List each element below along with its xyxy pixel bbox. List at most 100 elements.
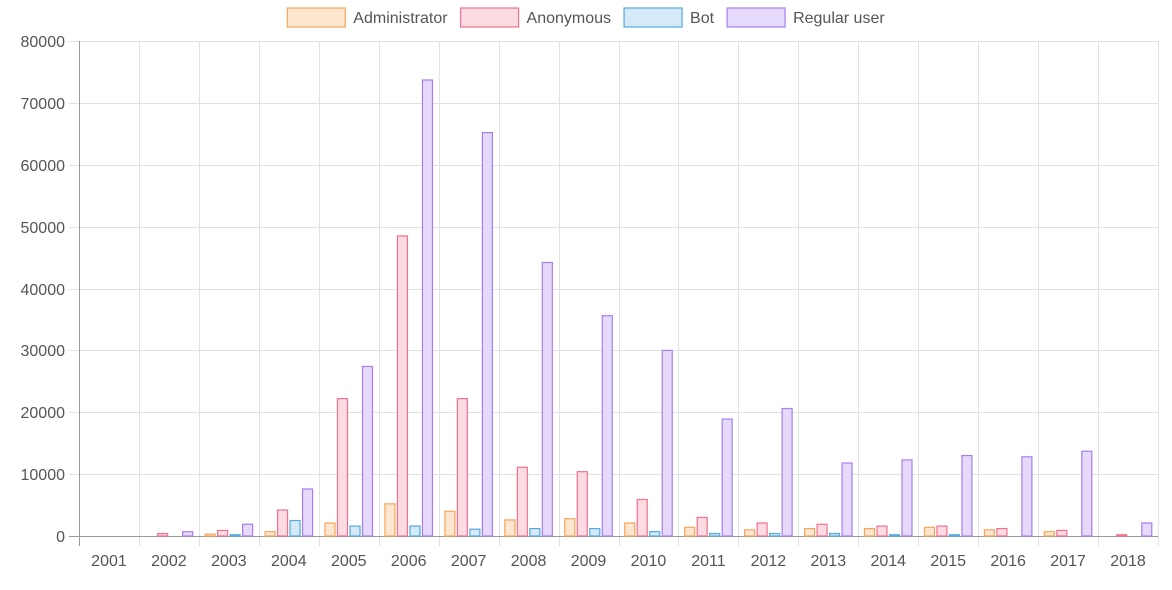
legend-item-regular-user[interactable]: Regular user [726,7,885,28]
legend-swatch [623,7,683,28]
bar-anonymous-2003[interactable] [217,529,229,537]
legend-item-anonymous[interactable]: Anonymous [459,7,612,28]
bar-regular-user-2014[interactable] [901,459,913,537]
bar-anonymous-2013[interactable] [816,523,828,537]
bar-anonymous-2005[interactable] [336,398,349,537]
x-axis-tick-labels: 2001 2002 2003 2004 2005 2006 2007 2008 2009 2010… [91,553,1146,570]
bar-regular-user-2005[interactable] [361,365,374,537]
bar-regular-user-2002[interactable] [182,531,194,537]
y-tick-label: 60000 [21,158,66,175]
x-tick-label: 2008 [511,553,547,570]
bar-regular-user-2007[interactable] [481,131,493,537]
bar-anonymous-2017[interactable] [1056,529,1068,537]
bar-bot-2011[interactable] [709,532,721,537]
bar-administrator-2012[interactable] [744,529,756,537]
bar-regular-user-2006[interactable] [421,79,434,537]
legend-label: Administrator [353,10,448,27]
bar-regular-user-2012[interactable] [781,407,793,537]
y-tick-label: 80000 [21,34,66,51]
bar-administrator-2003[interactable] [204,533,216,537]
legend-swatch [459,7,520,28]
legend-swatch [286,7,346,28]
bar-anonymous-2004[interactable] [276,509,289,537]
bar-bot-2004[interactable] [289,519,301,537]
legend-item-administrator[interactable]: Administrator [286,7,448,28]
legend-swatch [726,7,786,28]
bar-administrator-2009[interactable] [564,518,576,537]
bar-administrator-2010[interactable] [624,522,636,537]
bar-administrator-2004[interactable] [264,531,276,537]
bar-anonymous-2006[interactable] [396,235,409,537]
bar-anonymous-2009[interactable] [576,471,588,537]
bar-regular-user-2004[interactable] [301,488,314,537]
x-tick-label: 2012 [751,553,787,570]
bars [157,79,1153,537]
y-axis-tick-labels: 0 10000 20000 30000 40000 50000 60000 70000 8000… [21,34,66,546]
bar-regular-user-2017[interactable] [1081,450,1093,537]
bar-bot-2015[interactable] [948,534,961,537]
x-tick-label: 2006 [391,553,427,570]
bar-administrator-2017[interactable] [1043,531,1055,537]
bar-bot-2012[interactable] [769,532,781,537]
x-tick-label: 2001 [91,553,127,570]
bar-anonymous-2014[interactable] [876,525,888,537]
x-tick-label: 2009 [571,553,607,570]
grid-lines [69,41,1159,546]
bar-anonymous-2015[interactable] [936,525,948,537]
bar-anonymous-2002[interactable] [157,532,169,537]
bar-bot-2013[interactable] [828,532,841,537]
bar-anonymous-2007[interactable] [456,398,468,537]
bar-regular-user-2009[interactable] [601,315,613,537]
bar-bot-2014[interactable] [888,534,901,537]
y-tick-label: 0 [56,529,65,546]
x-tick-label: 2011 [691,553,726,570]
legend-label: Regular user [793,10,885,27]
bar-anonymous-2016[interactable] [996,527,1008,537]
bar-anonymous-2018[interactable] [1116,534,1128,537]
bar-anonymous-2008[interactable] [516,466,528,537]
legend-label: Bot [690,10,715,27]
bar-bot-2010[interactable] [649,531,661,537]
bar-regular-user-2016[interactable] [1021,456,1033,537]
bar-regular-user-2018[interactable] [1141,522,1153,537]
bar-administrator-2011[interactable] [684,526,696,537]
x-tick-label: 2002 [151,553,187,570]
x-tick-label: 2013 [811,553,847,570]
bar-anonymous-2011[interactable] [696,516,708,537]
bar-bot-2005[interactable] [349,525,361,537]
bar-regular-user-2013[interactable] [841,462,853,537]
x-tick-label: 2007 [451,553,487,570]
bar-bot-2009[interactable] [589,527,601,537]
x-tick-label: 2016 [990,553,1026,570]
x-tick-label: 2014 [870,553,906,570]
bar-administrator-2016[interactable] [983,529,995,537]
bar-regular-user-2003[interactable] [242,523,254,537]
bar-administrator-2005[interactable] [324,522,336,537]
legend-item-bot[interactable]: Bot [623,7,715,28]
bar-administrator-2007[interactable] [444,510,456,537]
bar-bot-2003[interactable] [229,534,241,537]
bar-bot-2007[interactable] [469,528,481,537]
bar-administrator-2013[interactable] [803,527,816,537]
x-tick-label: 2018 [1110,553,1146,570]
bar-administrator-2006[interactable] [384,503,396,537]
bar-bot-2008[interactable] [529,527,541,537]
bar-regular-user-2015[interactable] [961,454,973,537]
legend[interactable]: Administrator Anonymous Bot Regular user [286,7,885,28]
axes [69,41,1158,546]
bar-anonymous-2012[interactable] [756,522,768,537]
y-tick-label: 40000 [21,282,66,299]
bar-regular-user-2010[interactable] [661,349,673,537]
bar-administrator-2014[interactable] [863,527,876,537]
bar-regular-user-2008[interactable] [541,261,553,537]
bar-anonymous-2010[interactable] [636,498,648,537]
x-tick-label: 2017 [1050,553,1086,570]
x-tick-label: 2015 [930,553,966,570]
bar-administrator-2015[interactable] [923,526,936,537]
y-tick-label: 10000 [21,467,66,484]
bar-administrator-2008[interactable] [504,519,516,537]
bar-bot-2006[interactable] [409,525,421,537]
bar-regular-user-2011[interactable] [721,418,733,537]
